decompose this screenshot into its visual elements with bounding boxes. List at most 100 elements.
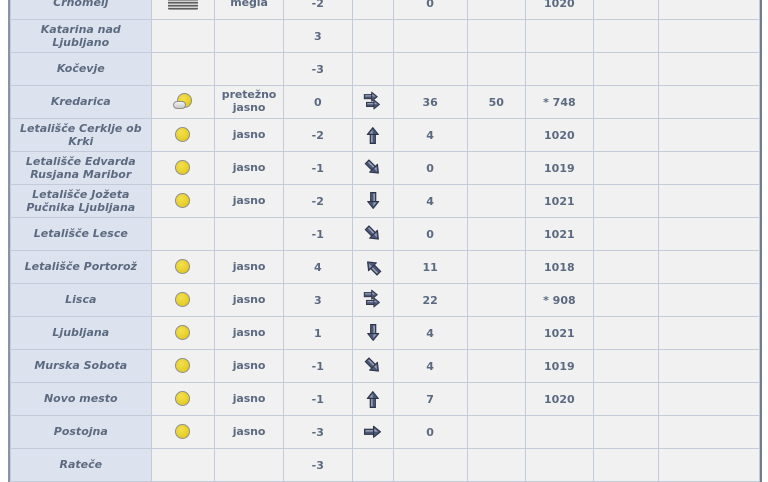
extra-cell-1: [592, 52, 660, 86]
wind-gust-cell: [466, 19, 527, 53]
weather-description-cell: jasno: [214, 349, 284, 383]
table-row[interactable]: Postojna jasno -3 0: [10, 415, 760, 449]
temperature-cell: -2: [282, 0, 353, 20]
extra-cell-1: [592, 349, 660, 383]
station-name-cell[interactable]: Postojna: [10, 415, 152, 449]
weather-description-cell: jasno: [214, 151, 284, 185]
sun-icon: [172, 355, 194, 377]
table-row[interactable]: Rateče -3: [10, 448, 760, 482]
wind-speed-cell: 4: [392, 349, 468, 383]
weather-description-cell: jasno: [214, 316, 284, 350]
station-name-cell[interactable]: Letališče Jožeta Pučnika Ljubljana: [10, 184, 152, 218]
temperature-cell: -3: [282, 448, 353, 482]
station-name-cell[interactable]: Murska Sobota: [10, 349, 152, 383]
temperature-cell: -1: [282, 151, 353, 185]
station-name-cell[interactable]: Katarina nad Ljubljano: [10, 19, 152, 53]
pressure-cell: * 908: [525, 283, 594, 317]
table-row[interactable]: Katarina nad Ljubljano 3: [10, 19, 760, 53]
weather-icon-cell: [150, 382, 216, 416]
table-row[interactable]: Letališče Portorož jasno 4 11 1018: [10, 250, 760, 284]
pressure-cell: 1020: [525, 0, 594, 20]
sun-icon: [172, 190, 194, 212]
station-name-cell[interactable]: Novo mesto: [10, 382, 152, 416]
weather-icon-cell: [150, 118, 216, 152]
station-name-cell[interactable]: Kočevje: [10, 52, 152, 86]
sun-icon: [172, 124, 194, 146]
table-row[interactable]: Letališče Jožeta Pučnika Ljubljana jasno -…: [10, 184, 760, 218]
extra-cell-1: [592, 250, 660, 284]
table-row[interactable]: Letališče Edvarda Rusjana Maribor jasno -1…: [10, 151, 760, 185]
pressure-cell: 1019: [525, 349, 594, 383]
wind-gust-cell: [466, 151, 527, 185]
wind-speed-cell: 36: [392, 85, 468, 119]
temperature-cell: -3: [282, 415, 353, 449]
pressure-cell: [525, 415, 594, 449]
wind-speed-cell: 0: [392, 151, 468, 185]
station-name-cell[interactable]: Letališče Portorož: [10, 250, 152, 284]
wind-gust-cell: 50: [466, 85, 527, 119]
weather-icon-cell: [150, 85, 216, 119]
station-name-cell[interactable]: Letališče Lesce: [10, 217, 152, 251]
wind-arrow-right-icon: [363, 421, 383, 443]
wind-direction-cell: [351, 316, 394, 350]
table-row[interactable]: Ljubljana jasno 1 4 1021: [10, 316, 760, 350]
station-name-cell[interactable]: Kredarica: [10, 85, 152, 119]
wind-gust-cell: [466, 382, 527, 416]
table-row[interactable]: Kredarica pretežno jasno 0 36 50 * 748: [10, 85, 760, 119]
sun-icon: [172, 322, 194, 344]
extra-cell-2: [658, 184, 760, 218]
wind-arrow-up-icon: [363, 124, 383, 146]
table-row[interactable]: Letališče Lesce -1 0 1021: [10, 217, 760, 251]
extra-cell-2: [658, 349, 760, 383]
wind-arrow-up-icon: [363, 388, 383, 410]
weather-description-cell: [214, 52, 284, 86]
weather-description-cell: [214, 19, 284, 53]
wind-gust-cell: [466, 118, 527, 152]
extra-cell-2: [658, 316, 760, 350]
table-row[interactable]: Kočevje -3: [10, 52, 760, 86]
wind-direction-cell: [351, 52, 394, 86]
table-row[interactable]: Novo mesto jasno -1 7 1020: [10, 382, 760, 416]
temperature-cell: 3: [282, 283, 353, 317]
temperature-cell: 0: [282, 85, 353, 119]
extra-cell-1: [592, 151, 660, 185]
weather-icon-cell: [150, 151, 216, 185]
extra-cell-1: [592, 217, 660, 251]
station-name-cell[interactable]: Ljubljana: [10, 316, 152, 350]
observations-table-container[interactable]: Črnomelj megla -2 0 1020 Katarina nad Ljublja…: [8, 0, 762, 482]
wind-speed-cell: 0: [392, 217, 468, 251]
pressure-cell: 1020: [525, 382, 594, 416]
station-name-cell[interactable]: Lisca: [10, 283, 152, 317]
station-name-cell[interactable]: Rateče: [10, 448, 152, 482]
pressure-cell: [525, 52, 594, 86]
table-row[interactable]: Murska Sobota jasno -1 4 1019: [10, 349, 760, 383]
sun-icon: [172, 421, 194, 443]
temperature-cell: 4: [282, 250, 353, 284]
pressure-cell: * 748: [525, 85, 594, 119]
wind-double-arrow-right-icon: [363, 289, 383, 311]
wind-double-arrow-right-icon: [363, 91, 383, 113]
wind-direction-cell: [351, 382, 394, 416]
weather-description-cell: pretežno jasno: [214, 85, 284, 119]
station-name-cell[interactable]: Letališče Edvarda Rusjana Maribor: [10, 151, 152, 185]
sun-icon: [172, 157, 194, 179]
station-name-cell[interactable]: Črnomelj: [10, 0, 152, 20]
extra-cell-2: [658, 283, 760, 317]
weather-icon-cell: [150, 283, 216, 317]
extra-cell-2: [658, 217, 760, 251]
pressure-cell: 1021: [525, 217, 594, 251]
station-name-cell[interactable]: Letališče Cerklje ob Krki: [10, 118, 152, 152]
wind-speed-cell: [392, 52, 468, 86]
pressure-cell: [525, 448, 594, 482]
wind-speed-cell: 4: [392, 184, 468, 218]
pressure-cell: 1020: [525, 118, 594, 152]
wind-gust-cell: [466, 217, 527, 251]
table-row[interactable]: Letališče Cerklje ob Krki jasno -2 4 1020: [10, 118, 760, 152]
table-row[interactable]: Črnomelj megla -2 0 1020: [10, 0, 760, 20]
right-margin: [762, 0, 768, 432]
weather-icon-cell: [150, 316, 216, 350]
wind-direction-cell: [351, 151, 394, 185]
wind-speed-cell: 22: [392, 283, 468, 317]
table-row[interactable]: Lisca jasno 3 22 * 908: [10, 283, 760, 317]
weather-description-cell: jasno: [214, 184, 284, 218]
